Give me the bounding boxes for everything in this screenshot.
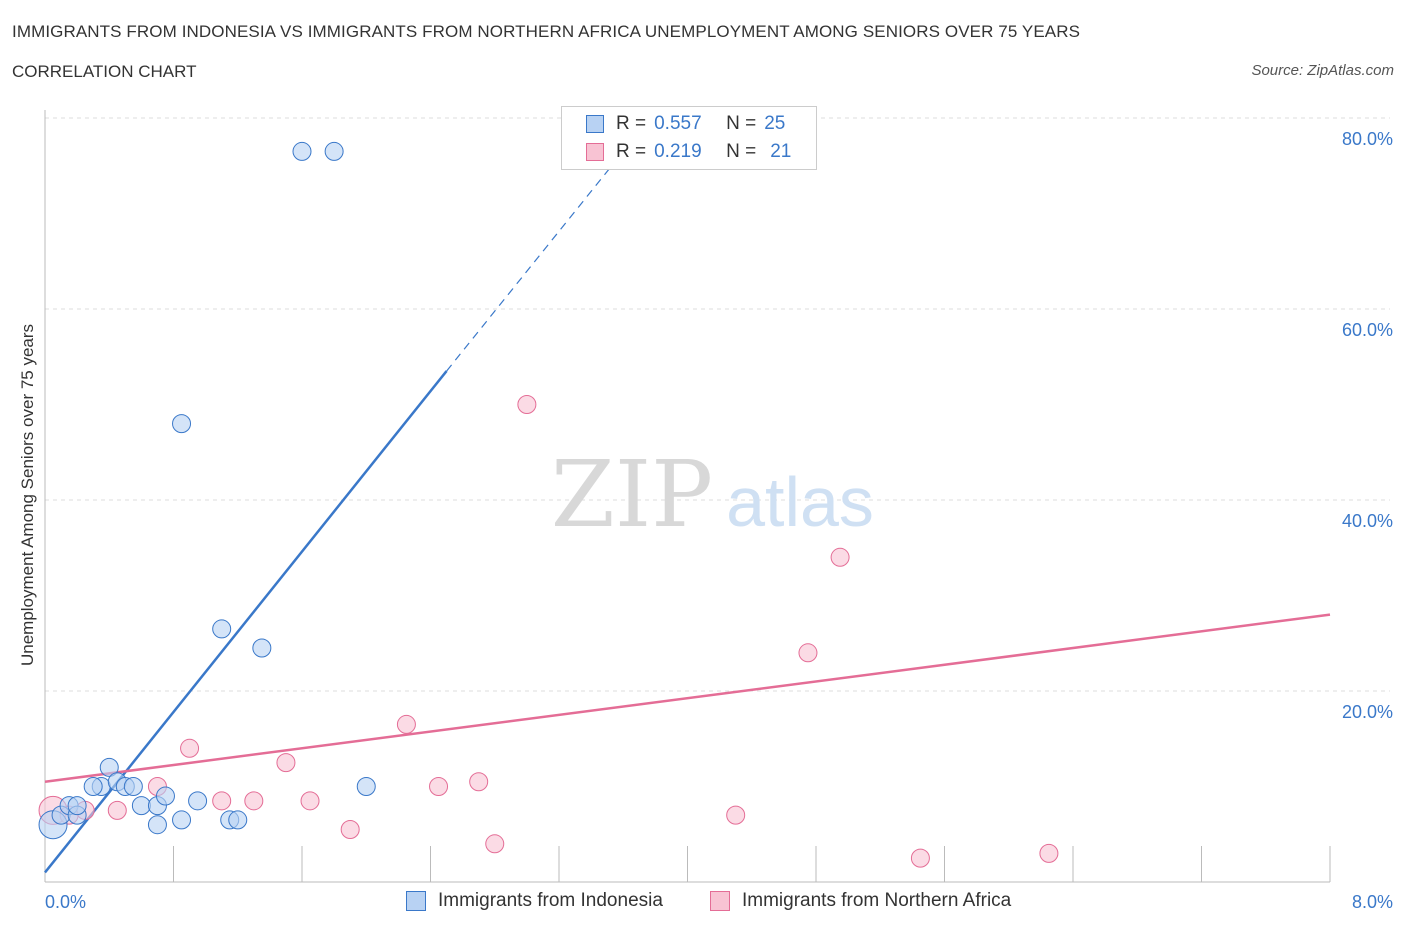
legend-swatch-indonesia (586, 115, 604, 133)
source-credit: Source: ZipAtlas.com (1251, 62, 1394, 79)
legend-r-value-northern-africa: 0.219 (654, 141, 702, 162)
data-point-northern-africa (1039, 843, 1059, 863)
watermark-zip: ZIP (551, 441, 713, 548)
y-tick-label: 80.0% (1342, 129, 1393, 149)
gridlines (45, 117, 1390, 692)
data-point-northern-africa (910, 848, 930, 868)
legend-n-label: N = (726, 141, 757, 162)
data-point-northern-africa (485, 834, 505, 854)
data-point-northern-africa (276, 753, 296, 773)
data-point-indonesia (172, 810, 192, 830)
data-point-northern-africa (212, 791, 232, 811)
data-point-indonesia (99, 757, 119, 777)
data-point-northern-africa (830, 547, 850, 567)
legend-item-northern-africa[interactable]: Immigrants from Northern Africa (710, 890, 1011, 912)
x-tick-label: 0.0% (45, 892, 86, 912)
legend-n-value-indonesia: 25 (764, 113, 786, 134)
data-point-northern-africa (517, 395, 537, 414)
y-tick-label: 20.0% (1342, 702, 1393, 722)
data-point-indonesia (172, 414, 192, 434)
legend-label-northern-africa: Immigrants from Northern Africa (742, 890, 1012, 911)
data-point-indonesia (123, 777, 143, 796)
stats-legend: R = 0.557 N = 25 R = 0.219 N = 21 (561, 106, 817, 170)
legend-item-indonesia[interactable]: Immigrants from Indonesia (406, 890, 663, 912)
y-axis-label: Unemployment Among Seniors over 75 years (18, 323, 37, 667)
trend-line-northern-africa (44, 613, 1331, 783)
data-point-northern-africa (107, 800, 127, 820)
data-points (38, 141, 1059, 868)
data-point-indonesia (212, 619, 232, 639)
legend-r-label: R = (616, 141, 647, 162)
data-point-northern-africa (469, 772, 489, 792)
tick-labels: 20.0% 40.0% 60.0% 80.0% 0.0% 8.0% (45, 129, 1393, 912)
data-point-northern-africa (244, 791, 264, 811)
y-tick-label: 60.0% (1342, 320, 1393, 340)
y-tick-label: 40.0% (1342, 511, 1393, 531)
data-point-indonesia (252, 638, 272, 658)
data-point-northern-africa (180, 738, 200, 758)
legend-swatch-indonesia (406, 891, 426, 911)
legend-n-label: N = (726, 113, 757, 134)
data-point-indonesia (324, 141, 344, 161)
series-legend: Immigrants from Indonesia Immigrants fro… (0, 890, 1406, 916)
data-point-northern-africa (396, 714, 416, 734)
chart-title: IMMIGRANTS FROM INDONESIA VS IMMIGRANTS … (12, 22, 1081, 41)
data-point-indonesia (188, 791, 208, 811)
data-point-northern-africa (340, 819, 360, 839)
data-point-indonesia (131, 796, 151, 816)
data-point-indonesia (147, 815, 167, 835)
legend-row-indonesia: R = 0.557 N = 25 (586, 112, 785, 136)
data-point-northern-africa (726, 805, 746, 825)
legend-label-indonesia: Immigrants from Indonesia (438, 890, 663, 911)
data-point-northern-africa (798, 643, 818, 663)
legend-n-value-northern-africa: 21 (770, 141, 792, 162)
legend-r-label: R = (616, 113, 647, 134)
legend-row-northern-africa: R = 0.219 N = 21 (586, 140, 791, 164)
legend-swatch-northern-africa (586, 143, 604, 161)
watermark: ZIP atlas (551, 441, 874, 548)
trend-line-indonesia-extension (446, 151, 624, 372)
data-point-northern-africa (429, 777, 449, 796)
axes (44, 110, 1331, 883)
data-point-indonesia (83, 777, 103, 796)
chart-subtitle: CORRELATION CHART (12, 62, 197, 81)
data-point-indonesia (356, 777, 376, 796)
data-point-indonesia (292, 141, 312, 161)
data-point-indonesia (228, 810, 248, 830)
legend-swatch-northern-africa (710, 891, 730, 911)
data-point-indonesia (155, 786, 175, 806)
data-point-indonesia (67, 796, 87, 816)
data-point-northern-africa (300, 791, 320, 811)
x-tick-label: 8.0% (1352, 892, 1393, 912)
watermark-atlas: atlas (726, 463, 874, 541)
legend-r-value-indonesia: 0.557 (654, 113, 702, 134)
